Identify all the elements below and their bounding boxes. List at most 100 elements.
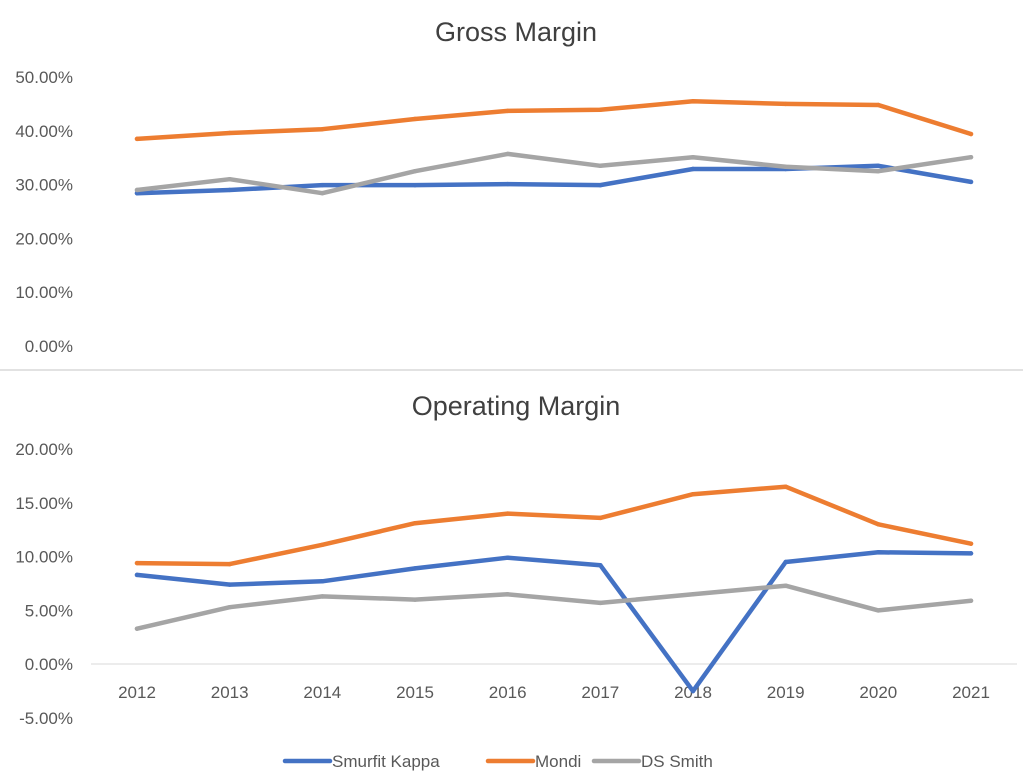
y-tick-label: -5.00% — [19, 709, 73, 728]
data-point — [598, 182, 603, 188]
data-point — [412, 116, 418, 122]
data-point — [783, 559, 788, 565]
legend-item[interactable]: Mondi — [485, 752, 581, 771]
data-point — [783, 101, 788, 107]
x-tick-label: 2017 — [581, 683, 619, 702]
data-point — [412, 168, 418, 174]
data-point — [134, 187, 140, 193]
legend-label: Mondi — [535, 752, 581, 771]
data-point — [598, 563, 603, 568]
data-point — [968, 551, 974, 556]
y-tick-label: 0.00% — [25, 655, 73, 674]
x-tick-label: 2016 — [489, 683, 527, 702]
x-tick-label: 2021 — [952, 683, 990, 702]
x-tick-label: 2020 — [859, 683, 897, 702]
data-point — [968, 131, 974, 137]
y-axis-ticks: -5.00% 0.00% 5.00% 10.00% 15.00% 20.00% — [15, 440, 73, 728]
y-tick-label: 10.00% — [15, 283, 73, 302]
data-point — [690, 592, 696, 597]
data-point — [134, 560, 140, 566]
y-tick-label: 5.00% — [25, 601, 73, 620]
data-point — [505, 555, 510, 560]
data-point — [134, 572, 140, 578]
legend-label: DS Smith — [641, 752, 713, 771]
data-point — [968, 598, 974, 603]
legend-item[interactable]: Smurfit Kappa — [282, 752, 440, 771]
data-point — [690, 166, 696, 172]
operating-margin-chart: Operating Margin -5.00% 0.00% 5.00% 10.00% 1… — [15, 391, 1017, 728]
y-tick-label: 20.00% — [15, 440, 73, 459]
data-point — [412, 597, 418, 602]
data-point — [598, 515, 603, 521]
data-point — [412, 566, 418, 571]
data-point — [505, 151, 510, 157]
data-point — [412, 182, 418, 188]
data-point — [690, 99, 696, 104]
x-tick-label: 2012 — [118, 683, 156, 702]
data-point — [876, 168, 881, 174]
x-tick-label: 2019 — [767, 683, 805, 702]
x-tick-label: 2013 — [211, 683, 249, 702]
x-axis-ticks: 2012201320142015201620172018201920202021 — [118, 683, 990, 702]
data-point — [783, 164, 788, 170]
data-point — [968, 541, 974, 546]
data-point — [227, 177, 232, 182]
data-point — [227, 604, 232, 610]
data-point — [690, 154, 696, 160]
data-point — [227, 130, 232, 136]
data-point — [320, 182, 325, 188]
data-point — [320, 579, 325, 584]
series-line-mondi — [134, 484, 974, 567]
data-point — [505, 108, 510, 114]
series-line-smurfit-kappa — [134, 550, 974, 694]
data-point — [876, 163, 881, 168]
data-point — [320, 594, 325, 599]
data-point — [227, 582, 232, 587]
y-tick-label: 15.00% — [15, 494, 73, 513]
y-tick-label: 40.00% — [15, 122, 73, 141]
data-point — [690, 491, 696, 497]
data-point — [690, 688, 696, 694]
data-point — [320, 191, 325, 196]
data-point — [320, 126, 325, 132]
x-tick-label: 2014 — [303, 683, 341, 702]
y-tick-label: 50.00% — [15, 68, 73, 87]
data-point — [412, 521, 418, 526]
y-axis-ticks: 0.00% 10.00% 20.00% 30.00% 40.00% 50.00% — [15, 68, 73, 356]
data-point — [876, 608, 881, 613]
data-point — [505, 181, 510, 187]
y-tick-label: 30.00% — [15, 176, 73, 195]
data-point — [505, 592, 510, 597]
data-point — [968, 179, 974, 185]
data-point — [505, 511, 510, 516]
data-point — [134, 626, 140, 631]
x-tick-label: 2015 — [396, 683, 434, 702]
data-point — [876, 102, 881, 108]
data-point — [227, 187, 232, 193]
chart-title: Gross Margin — [435, 17, 597, 47]
plot-lines — [134, 98, 974, 196]
data-point — [598, 163, 603, 168]
series-line-mondi — [134, 98, 974, 142]
data-point — [598, 107, 603, 113]
y-tick-label: 10.00% — [15, 548, 73, 567]
data-point — [876, 522, 881, 527]
data-point — [783, 484, 788, 489]
y-tick-label: 0.00% — [25, 337, 73, 356]
legend-label: Smurfit Kappa — [332, 752, 440, 771]
y-tick-label: 20.00% — [15, 229, 73, 248]
data-point — [968, 154, 974, 160]
legend-item[interactable]: DS Smith — [591, 752, 713, 771]
legend: Smurfit Kappa Mondi DS Smith — [282, 752, 713, 771]
data-point — [783, 583, 788, 588]
data-point — [598, 600, 603, 606]
gross-margin-chart: Gross Margin 0.00% 10.00% 20.00% 30.00% 40.0… — [15, 17, 974, 356]
plot-lines — [134, 484, 974, 694]
data-point — [320, 542, 325, 547]
data-point — [227, 561, 232, 567]
data-point — [134, 136, 140, 142]
series-line-ds-smith — [134, 151, 974, 196]
data-point — [876, 550, 881, 555]
series-line-ds-smith — [134, 583, 974, 631]
